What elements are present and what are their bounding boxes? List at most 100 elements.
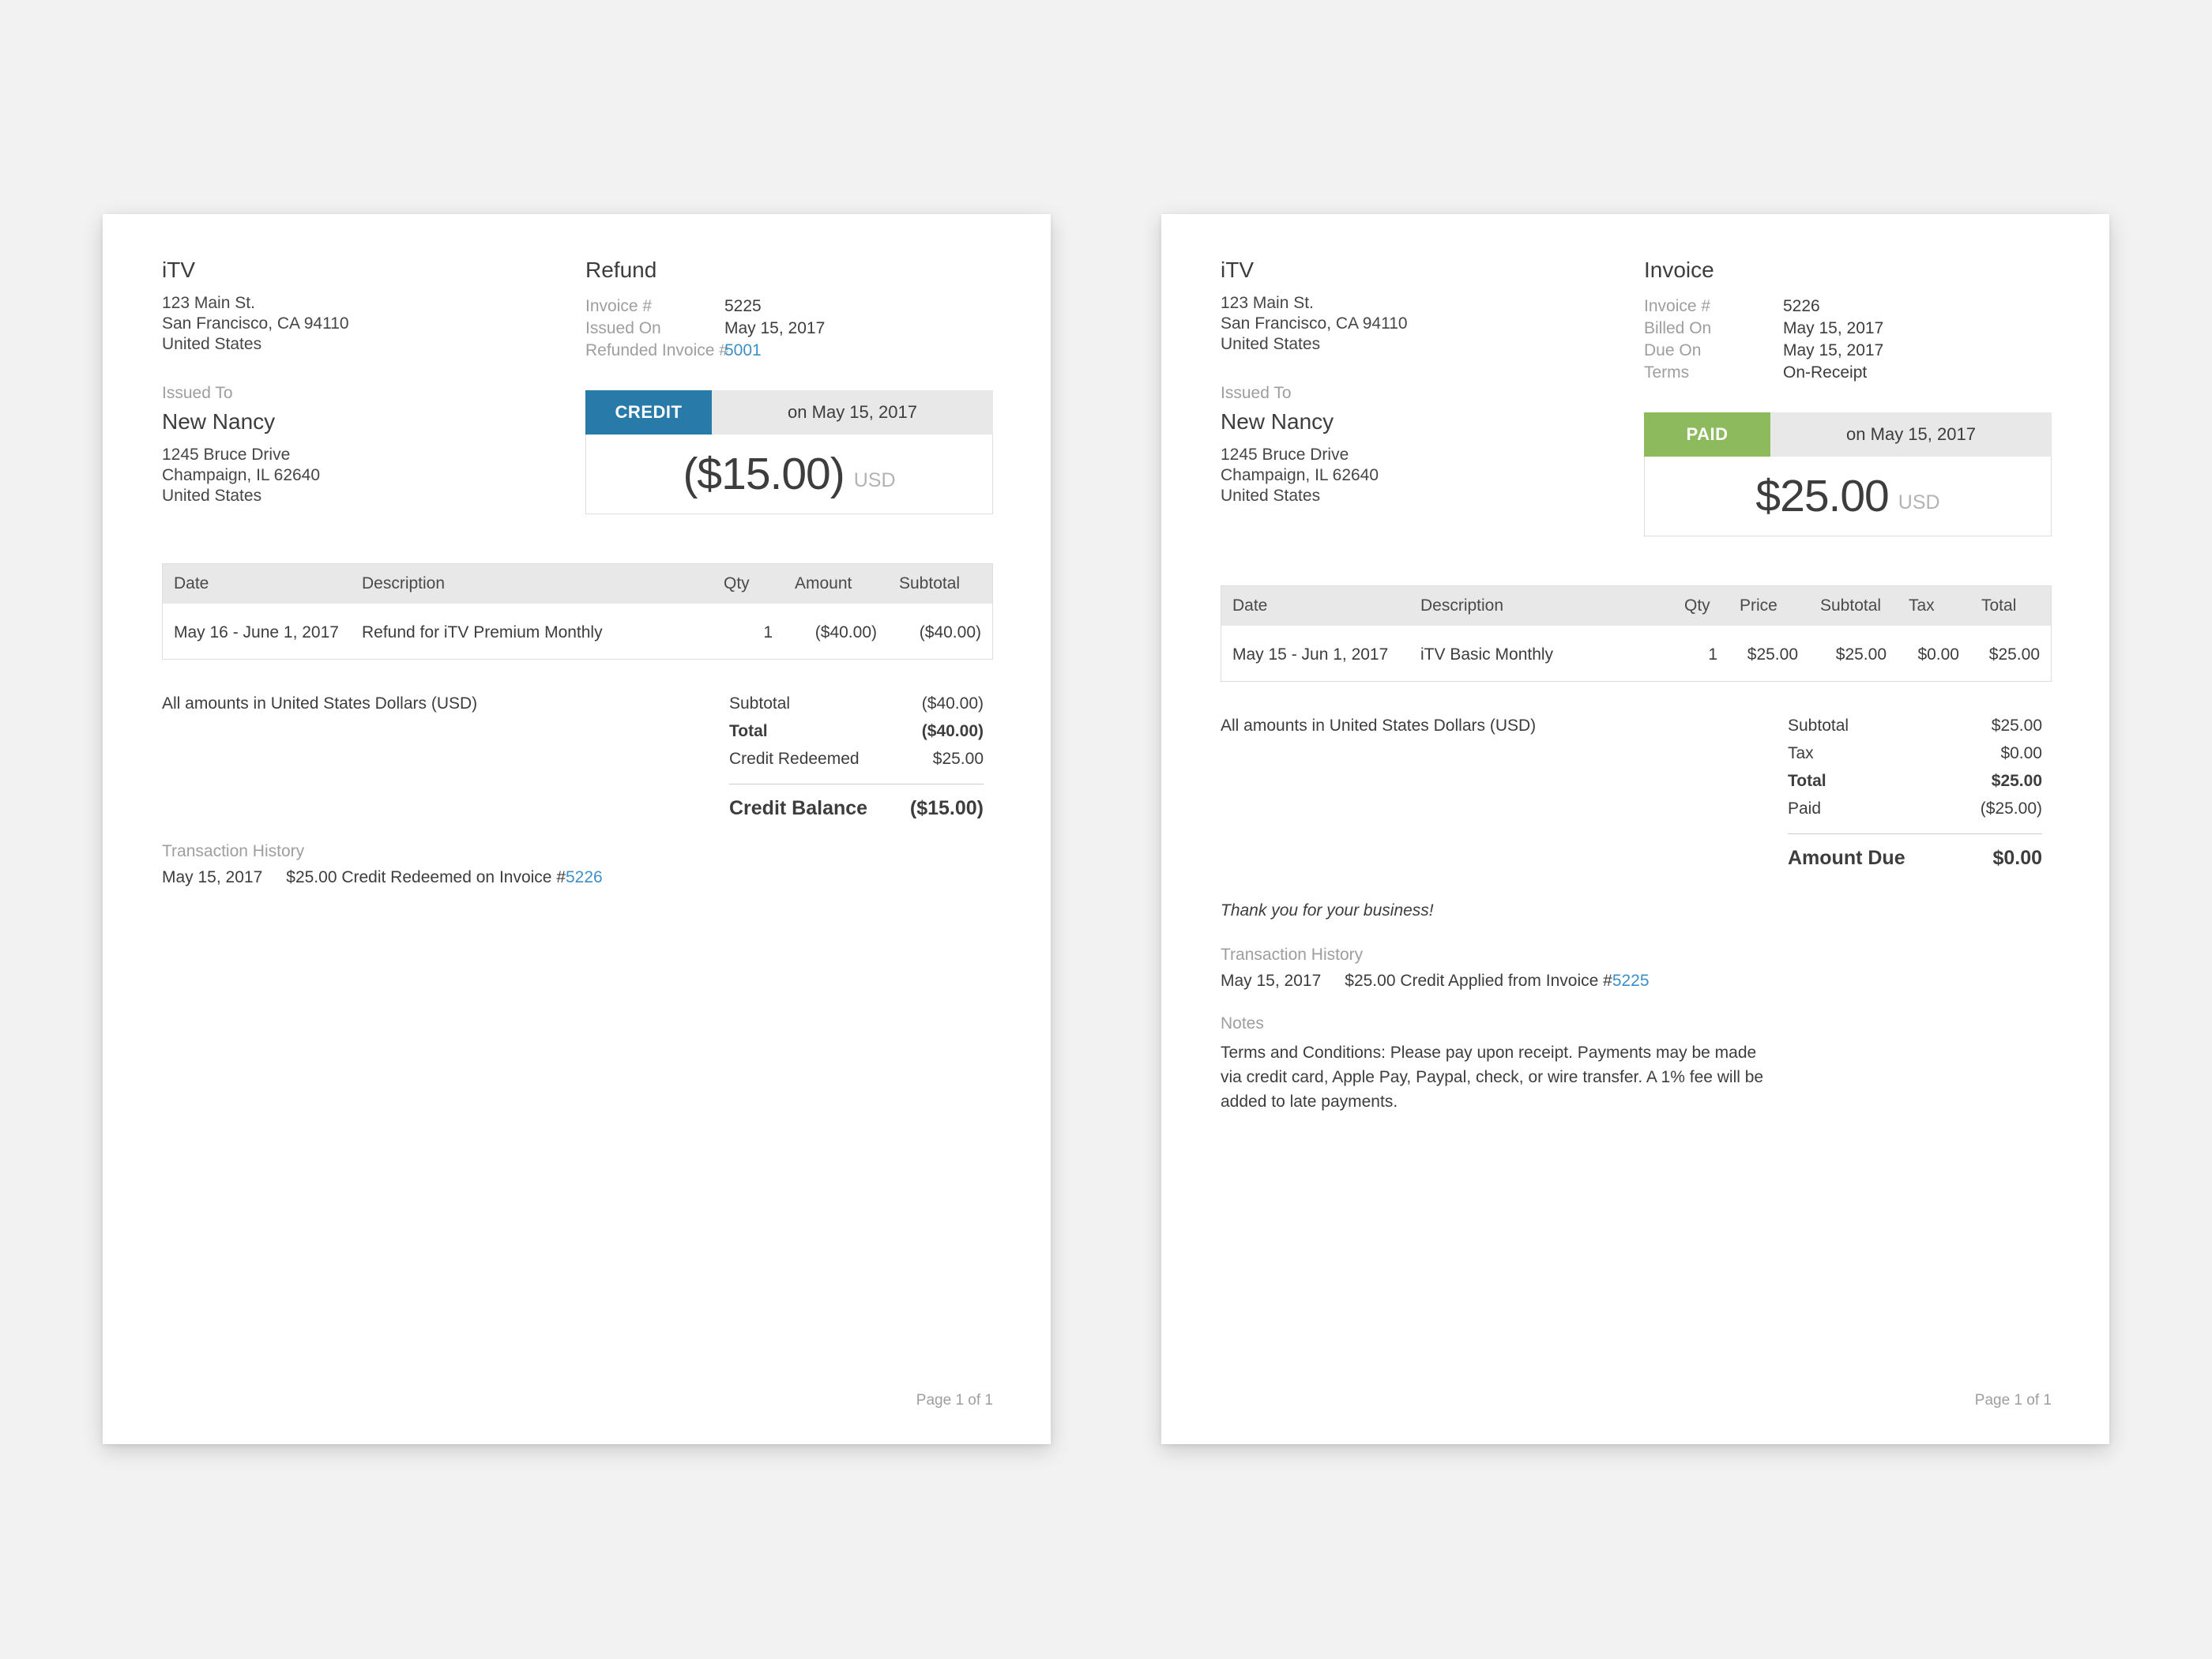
paid-status-badge: PAID [1644,412,1770,457]
amount-due-value: $0.00 [1992,847,2042,869]
transaction-entry: May 15, 2017 $25.00 Credit Applied from I… [1221,972,2052,991]
customer-address: 1245 Bruce Drive Champaign, IL 62640 Uni… [162,445,585,506]
transaction-entry: May 15, 2017 $25.00 Credit Redeemed on In… [162,868,993,887]
column-header-qty: Qty [1673,586,1729,629]
credit-status-badge: CREDIT [585,390,712,434]
summary-row: Paid ($25.00) [1788,799,2042,827]
invoice-number-link[interactable]: 5226 [566,868,603,886]
company-address-line: San Francisco, CA 94110 [1221,314,1408,333]
customer-address-line: 1245 Bruce Drive [162,446,291,464]
meta-label: Billed On [1644,319,1712,337]
notes-section: Notes Terms and Conditions: Please pay u… [1221,1014,2052,1114]
transaction-history-section: Transaction History May 15, 2017 $25.00 C… [162,842,993,887]
line-item-total: $25.00 [1988,645,2040,664]
meta-label: Invoice # [1644,297,1711,315]
line-items-table: Date Description Qty Amount Subtotal May… [162,563,993,660]
notes-label: Notes [1221,1014,1264,1033]
column-header-date: Date [1221,586,1409,629]
transaction-history-label: Transaction History [162,842,305,860]
issued-to-label: Issued To [1221,384,1292,402]
transaction-entry-date: May 15, 2017 [1221,972,1322,990]
totals-section: All amounts in United States Dollars (US… [1221,717,2052,870]
meta-label: Terms [1644,363,1690,382]
customer-address-line: United States [1221,487,1321,505]
table-header-row: Date Description Qty Price Subtotal Tax … [1221,586,2051,629]
line-item-row: May 16 - June 1, 2017 Refund for iTV Pre… [163,607,992,659]
meta-label: Refunded Invoice # [585,341,728,359]
document-title: Invoice [1644,258,1714,282]
transaction-entry-date: May 15, 2017 [162,868,263,886]
meta-value: May 15, 2017 [1783,319,1884,337]
total-amount: $25.00 [1755,471,1889,521]
document-meta: Invoice # 5226 Billed On May 15, 2017 Du… [1644,295,2052,384]
customer-name: New Nancy [1221,409,1334,434]
refund-header: iTV 123 Main St. San Francisco, CA 94110… [162,257,993,514]
company-address-line: 123 Main St. [1221,294,1314,312]
amount-due-row: Amount Due $0.00 [1788,847,2042,870]
company-address: 123 Main St. San Francisco, CA 94110 Uni… [162,293,585,355]
notes-text: Terms and Conditions: Please pay upon re… [1221,1044,1764,1111]
transaction-history-label: Transaction History [1221,946,1364,964]
summary-value: ($40.00) [921,722,984,740]
column-header-subtotal: Subtotal [1809,586,1898,629]
column-header-amount: Amount [784,564,888,607]
refunded-invoice-link[interactable]: 5001 [724,341,762,359]
customer-address: 1245 Bruce Drive Champaign, IL 62640 Uni… [1221,445,1644,506]
meta-value: May 15, 2017 [724,319,826,337]
column-header-subtotal: Subtotal [888,564,992,607]
line-item-subtotal: $25.00 [1835,645,1887,664]
amount-due-label: Amount Due [1788,847,1905,869]
summary-row: Credit Redeemed $25.00 [729,750,984,777]
column-header-description: Description [1409,586,1673,629]
credit-balance-row: Credit Balance ($15.00) [729,797,984,820]
thank-you-note: Thank you for your business! [1221,901,1434,920]
currency-label: USD [1898,491,1940,514]
summary-row: Tax $0.00 [1788,744,2042,772]
line-item-date: May 15 - Jun 1, 2017 [1232,645,1389,664]
summary-row: Subtotal $25.00 [1788,717,2042,744]
company-address-line: United States [1221,335,1321,353]
party-column: iTV 123 Main St. San Francisco, CA 94110… [1221,257,1644,536]
line-item-subtotal: ($40.00) [919,623,981,641]
line-item-price: $25.00 [1747,645,1798,664]
party-column: iTV 123 Main St. San Francisco, CA 94110… [162,257,585,514]
status-box: PAID on May 15, 2017 $25.00 USD [1644,412,2052,536]
company-address-line: 123 Main St. [162,294,255,312]
page-footer: Page 1 of 1 [1974,1392,2052,1409]
customer-address-line: Champaign, IL 62640 [1221,466,1379,484]
refund-document: iTV 123 Main St. San Francisco, CA 94110… [103,214,1051,1444]
summary-value: $25.00 [1991,772,2042,790]
column-header-total: Total [1970,586,2051,629]
status-amount-box: ($15.00) USD [585,434,993,514]
line-item-amount: ($40.00) [814,623,877,641]
company-address-line: United States [162,335,262,353]
line-item-qty: 1 [763,623,773,641]
summary-label: Tax [1788,744,1814,762]
customer-address-line: Champaign, IL 62640 [162,466,321,484]
invoice-number-link[interactable]: 5225 [1612,972,1650,990]
invoice-header: iTV 123 Main St. San Francisco, CA 94110… [1221,257,2052,536]
column-header-description: Description [351,564,713,607]
column-header-date: Date [163,564,351,607]
summary-block: Subtotal $25.00 Tax $0.00 Total $25.00 P… [1788,717,2042,870]
meta-label: Issued On [585,319,661,337]
summary-divider [1788,833,2042,834]
line-items-table: Date Description Qty Price Subtotal Tax … [1221,585,2052,682]
column-header-qty: Qty [713,564,784,607]
amounts-note: All amounts in United States Dollars (US… [1221,717,1537,735]
summary-value: ($25.00) [1980,799,2042,818]
currency-label: USD [853,468,896,491]
meta-row: Due On May 15, 2017 [1644,340,2052,362]
line-item-tax: $0.00 [1917,645,1959,664]
invoice-document: iTV 123 Main St. San Francisco, CA 94110… [1161,214,2109,1444]
status-box: CREDIT on May 15, 2017 ($15.00) USD [585,390,993,514]
company-address: 123 Main St. San Francisco, CA 94110 Uni… [1221,293,1644,355]
customer-address-line: United States [162,487,262,505]
summary-value: $25.00 [1991,717,2042,735]
summary-label: Subtotal [729,694,791,713]
transaction-entry-text: $25.00 Credit Redeemed on Invoice # [286,868,566,886]
column-header-price: Price [1729,586,1809,629]
summary-label: Total [1788,772,1826,790]
status-amount-box: $25.00 USD [1644,457,2052,536]
company-name: iTV [1221,258,1254,282]
